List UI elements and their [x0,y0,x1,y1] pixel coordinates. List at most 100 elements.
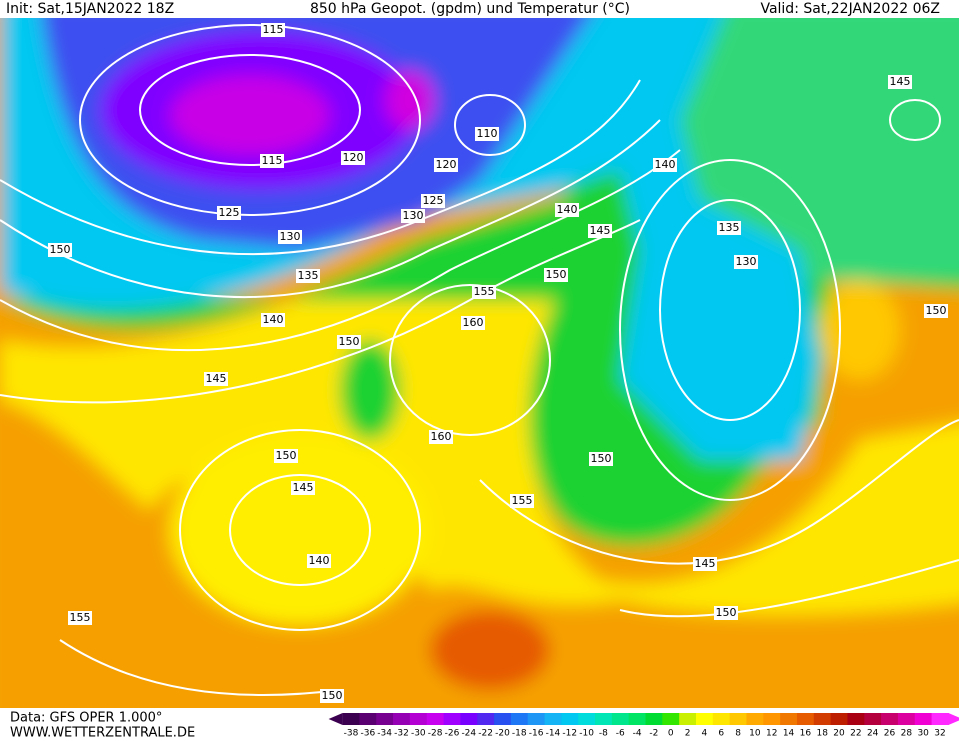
colorbar-label: 24 [867,729,879,739]
colorbar-label: 6 [718,729,724,739]
contour-label: 160 [463,316,484,329]
contour-label-box [888,75,912,89]
contour-label: 135 [298,269,319,282]
colorbar-swatch [830,713,848,725]
contour-label: 120 [436,158,457,171]
colorbar-arrow-left [328,713,343,725]
contour-label-box [421,194,445,208]
colorbar-label: -12 [562,729,577,739]
contour-label-box [510,494,534,508]
contour-label: 150 [591,452,612,465]
contour-label-box [261,23,285,37]
colorbar-swatch [611,713,630,725]
contour-label-box [341,151,365,165]
init-time: Init: Sat,15JAN2022 18Z [6,1,174,17]
colorbar-label: 28 [901,729,913,739]
contour-label-box [261,313,285,327]
contour-label-box [461,316,485,330]
colorbar-label: 16 [800,729,812,739]
contour-label-box [544,268,568,282]
colorbar-label: 4 [702,729,708,739]
contour-label-box [260,154,284,168]
contour-label-box [714,606,738,620]
colorbar-label: 18 [816,729,828,739]
data-source: Data: GFS OPER 1.000° [10,711,162,726]
contour-label: 130 [280,230,301,243]
colorbar-swatch [544,713,562,725]
colorbar-label: -36 [360,729,375,739]
colorbar-swatch [881,713,899,725]
colorbar: -38 -36 -34 -32 -30 -28 -26 -24 -22 -20 -18 -16 -14-… [328,713,959,739]
contour-label: 145 [890,75,911,88]
contour-label: 155 [70,611,91,624]
contour-label-box [588,224,612,238]
contour-label: 120 [343,151,364,164]
contour-label-box [589,452,613,466]
colorbar-label: -16 [529,729,544,739]
contour-label: 150 [716,606,737,619]
contour-label: 155 [474,285,495,298]
colorbar-arrow-right [948,713,959,725]
contour-label-box [734,255,758,269]
colorbar-label: 22 [850,729,861,739]
contour-label: 160 [431,430,452,443]
colorbar-label: -8 [599,729,608,739]
isohypses [0,24,959,696]
contour-label: 150 [276,449,297,462]
contour-label: 140 [263,313,284,326]
colorbar-label: 26 [884,729,896,739]
contour-label-box [296,269,320,283]
contour-label: 140 [557,203,578,216]
contour-label: 125 [219,206,240,219]
colorbar-label: 14 [783,729,795,739]
contour-label: 150 [546,268,567,281]
colorbar-label: -22 [478,729,493,739]
contour-label: 125 [423,194,444,207]
colorbar-label: -34 [377,729,392,739]
contour-label: 130 [736,255,757,268]
colorbar-swatch [712,713,731,725]
colorbar-label: 10 [749,729,761,739]
contour-label: 155 [512,494,533,507]
colorbar-label: 30 [917,729,929,739]
colorbar-swatch [595,713,613,725]
colorbar-swatch [527,713,546,725]
contour-label: 145 [695,557,716,570]
colorbar-swatch [813,713,832,725]
colorbar-swatch [477,713,495,725]
colorbar-swatch [628,713,646,725]
contour-label: 130 [403,209,424,222]
contour-label-box [924,304,948,318]
colorbar-swatch [460,713,478,725]
contour-label-box [68,611,92,625]
contour-label-box [320,689,344,703]
contour-label-box [717,221,741,235]
map-title: 850 hPa Geopot. (gpdm) und Temperatur (°… [310,1,630,17]
colorbar-label: -14 [546,729,561,739]
colorbar-swatch [393,713,411,725]
contour-label-box [693,557,717,571]
contour-label-box [291,481,315,495]
colorbar-swatch [342,713,360,725]
contour-labels: 115 115 120 120 125 125 130 130 135 140 140 140 145 1… [48,23,948,703]
colorbar-swatch [359,713,377,725]
colorbar-swatch [864,713,882,725]
colorbar-swatch [376,713,394,725]
colorbar-swatch [729,713,747,725]
contour-label-box [274,449,298,463]
colorbar-swatch [847,713,865,725]
colorbar-label: -28 [428,729,443,739]
colorbar-swatch [746,713,764,725]
contour-label-box [653,158,677,172]
colorbar-swatch [443,713,461,725]
colorbar-swatch [645,713,663,725]
website: WWW.WETTERZENTRALE.DE [10,726,195,741]
contour-label: 140 [655,158,676,171]
colorbar-label: 20 [833,729,845,739]
contour-label: 150 [926,304,947,317]
colorbar-label: -4 [633,729,642,739]
contour-label-box [401,209,425,223]
colorbar-swatch [914,713,933,725]
colorbar-swatch [578,713,596,725]
